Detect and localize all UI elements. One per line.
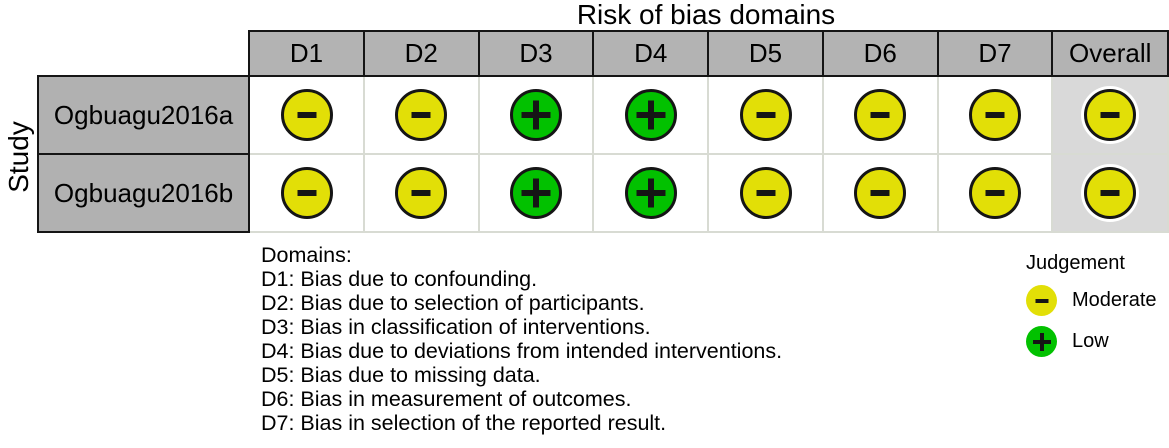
overall-judgement-cell [1051,153,1169,233]
judgement-cell [707,153,824,233]
judgement-circle-icon [510,89,563,141]
judgement-circle-icon [624,167,677,219]
header-row: D1 D2 D3 D4 D5 D6 D7 Overall [38,30,1169,77]
judgement-circle-icon [854,167,907,219]
judgement-cell [248,153,365,233]
judgement-cell [362,153,480,233]
domain-line-d6: D6: Bias in measurement of outcomes. [261,387,632,411]
domain-line-d7: D7: Bias in selection of the reported re… [261,411,667,435]
legend: Judgement Moderate Low [1026,251,1157,357]
legend-item-low: Low [1026,326,1157,357]
col-header-d1: D1 [248,30,365,77]
judgement-circle-icon [395,89,448,141]
col-header-d4: D4 [592,30,710,77]
low-judgement-icon [1026,326,1057,357]
judgement-cell [936,153,1054,233]
judgement-cell [821,75,939,155]
judgement-circle-icon [395,167,448,219]
domain-line-d3: D3: Bias in classification of interventi… [261,315,651,339]
judgement-cell [592,75,710,155]
judgement-circle-icon [280,89,333,141]
y-axis-label: Study [3,121,34,193]
judgement-cell [477,153,595,233]
col-header-d7: D7 [936,30,1054,77]
corner-cell [38,31,249,76]
domain-line-d2: D2: Bias due to selection of participant… [261,291,645,315]
judgement-cell [592,153,710,233]
legend-label-low: Low [1072,330,1109,352]
judgement-circle-icon [739,167,792,219]
overall-judgement-cell [1051,75,1169,155]
judgement-cell [936,75,1054,155]
domain-line-d5: D5: Bias due to missing data. [261,363,541,387]
judgement-cell [248,75,365,155]
row-label: Ogbuagu2016a [36,75,251,155]
judgement-circle-icon [854,89,907,141]
domain-line-d4: D4: Bias due to deviations from intended… [261,339,783,363]
judgement-cell [821,153,939,233]
judgement-cell [477,75,595,155]
col-header-d2: D2 [362,30,480,77]
judgement-circle-icon [739,89,792,141]
judgement-circle-icon [510,167,563,219]
judgement-circle-icon [280,167,333,219]
col-header-d5: D5 [707,30,824,77]
rob-table: D1 D2 D3 D4 D5 D6 D7 Overall Ogbuagu2016… [36,30,1169,233]
domains-heading: Domains: [261,243,352,267]
judgement-circle-icon [624,89,677,141]
domain-line-d1: D1: Bias due to confounding. [261,267,538,291]
col-header-overall: Overall [1051,30,1169,77]
judgement-cell [362,75,480,155]
table-row: Ogbuagu2016b [36,153,1169,233]
judgement-circle-icon [969,89,1022,141]
legend-title: Judgement [1026,252,1125,274]
chart-title: Risk of bias domains [576,0,836,30]
judgement-circle-icon [969,167,1022,219]
moderate-judgement-icon [1026,285,1057,316]
judgement-cell [707,75,824,155]
judgement-circle-icon [1084,167,1137,219]
table-row: Ogbuagu2016a [36,75,1169,155]
domains-footnote: Domains: D1: Bias due to confounding. D2… [261,243,782,435]
legend-item-moderate: Moderate [1026,285,1157,316]
row-label: Ogbuagu2016b [36,153,251,233]
col-header-d3: D3 [477,30,595,77]
judgement-circle-icon [1084,89,1137,141]
legend-label-moderate: Moderate [1072,289,1157,311]
col-header-d6: D6 [821,30,939,77]
